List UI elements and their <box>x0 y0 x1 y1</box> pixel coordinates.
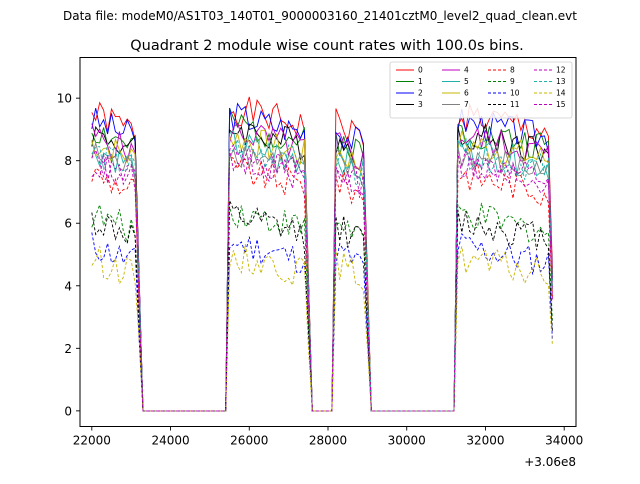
series-line-8 <box>91 155 553 412</box>
chart-title: Quadrant 2 module wise count rates with … <box>130 38 524 54</box>
series-line-7 <box>91 141 553 412</box>
legend-label: 6 <box>464 89 469 98</box>
series-line-13 <box>91 137 553 412</box>
legend-label: 10 <box>510 89 520 98</box>
series-line-5 <box>91 129 553 412</box>
series-line-1 <box>91 108 553 412</box>
chart-suptitle: Data file: modeM0/AS1T03_140T01_90000031… <box>63 9 577 23</box>
x-tick-label: 28000 <box>309 434 347 448</box>
legend-label: 9 <box>510 77 515 86</box>
x-tick-label: 34000 <box>545 434 583 448</box>
series-line-15 <box>91 144 553 412</box>
series-layer <box>91 96 553 412</box>
series-line-6 <box>91 129 553 412</box>
legend-label: 3 <box>418 100 423 109</box>
x-offset-label: +3.06e8 <box>524 455 576 469</box>
y-tick-label: 10 <box>57 92 72 106</box>
legend-label: 7 <box>464 100 469 109</box>
series-line-10 <box>91 232 553 412</box>
series-line-9 <box>91 202 553 412</box>
legend-label: 12 <box>556 66 566 75</box>
series-line-0 <box>91 96 553 412</box>
series-line-2 <box>91 102 553 412</box>
x-tick-label: 22000 <box>73 434 111 448</box>
legend-label: 15 <box>556 100 566 109</box>
legend-label: 11 <box>510 100 520 109</box>
legend-label: 5 <box>464 77 469 86</box>
y-tick-label: 0 <box>64 404 72 418</box>
x-tick-label: 26000 <box>230 434 268 448</box>
legend-label: 2 <box>418 89 423 98</box>
legend-label: 8 <box>510 66 515 75</box>
y-tick-label: 6 <box>64 217 72 231</box>
series-line-14 <box>91 244 553 412</box>
legend-label: 0 <box>418 66 423 75</box>
x-tick-label: 30000 <box>388 434 426 448</box>
y-tick-label: 2 <box>64 342 72 356</box>
series-line-12 <box>91 145 553 412</box>
series-line-4 <box>91 122 553 412</box>
legend-box <box>389 61 573 119</box>
legend-label: 1 <box>418 77 423 86</box>
y-tick-label: 4 <box>64 279 72 293</box>
legend-label: 14 <box>556 89 566 98</box>
series-line-11 <box>91 200 553 412</box>
legend-label: 13 <box>556 77 566 86</box>
legend-label: 4 <box>464 66 469 75</box>
series-line-3 <box>91 122 553 412</box>
x-tick-label: 32000 <box>466 434 504 448</box>
ticks-layer: 22000 24000 26000 28000 30000 32000 34000 0 2 4 6 8… <box>57 92 584 448</box>
x-tick-label: 24000 <box>151 434 189 448</box>
y-tick-label: 8 <box>64 154 72 168</box>
